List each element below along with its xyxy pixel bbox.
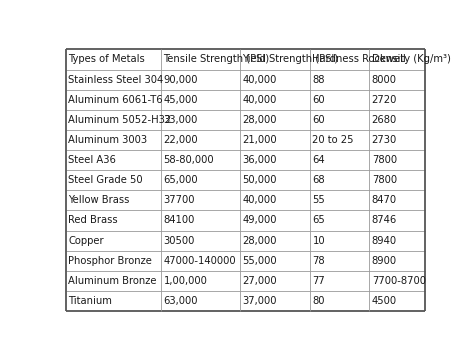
Text: 4500: 4500: [372, 296, 397, 306]
Text: 78: 78: [312, 256, 325, 266]
Text: Steel A36: Steel A36: [68, 155, 116, 165]
Text: 58-80,000: 58-80,000: [164, 155, 214, 165]
Text: 7800: 7800: [372, 175, 397, 185]
Text: 88: 88: [312, 75, 325, 84]
Text: 20 to 25: 20 to 25: [312, 135, 354, 145]
Text: 30500: 30500: [164, 236, 195, 246]
Text: 7800: 7800: [372, 155, 397, 165]
Text: 28,000: 28,000: [243, 236, 277, 246]
Text: 65,000: 65,000: [164, 175, 198, 185]
Text: 80: 80: [312, 296, 325, 306]
Text: 1,00,000: 1,00,000: [164, 276, 208, 286]
Text: Copper: Copper: [68, 236, 104, 246]
Text: 68: 68: [312, 175, 325, 185]
Text: Yellow Brass: Yellow Brass: [68, 195, 130, 205]
Text: Yield Strength (PSI): Yield Strength (PSI): [243, 55, 338, 65]
Text: 22,000: 22,000: [164, 135, 198, 145]
Text: 2680: 2680: [372, 115, 397, 125]
Text: Density (Kg/m³): Density (Kg/m³): [372, 55, 451, 65]
Text: Aluminum 6061-T6: Aluminum 6061-T6: [68, 95, 163, 105]
Text: 8900: 8900: [372, 256, 397, 266]
Text: 45,000: 45,000: [164, 95, 198, 105]
Text: Aluminum Bronze: Aluminum Bronze: [68, 276, 157, 286]
Text: 84100: 84100: [164, 215, 195, 225]
Text: 37,000: 37,000: [243, 296, 277, 306]
Text: 60: 60: [312, 115, 325, 125]
Text: 65: 65: [312, 215, 325, 225]
Text: 64: 64: [312, 155, 325, 165]
Text: Steel Grade 50: Steel Grade 50: [68, 175, 143, 185]
Text: 27,000: 27,000: [243, 276, 277, 286]
Text: Red Brass: Red Brass: [68, 215, 118, 225]
Text: Types of Metals: Types of Metals: [68, 55, 145, 65]
Text: Titanium: Titanium: [68, 296, 112, 306]
Text: Stainless Steel 304: Stainless Steel 304: [68, 75, 164, 84]
Text: 47000-140000: 47000-140000: [164, 256, 236, 266]
Text: 90,000: 90,000: [164, 75, 198, 84]
Text: 40,000: 40,000: [243, 95, 277, 105]
Text: 21,000: 21,000: [243, 135, 277, 145]
Text: 2730: 2730: [372, 135, 397, 145]
Text: 50,000: 50,000: [243, 175, 277, 185]
Text: 7700-8700: 7700-8700: [372, 276, 426, 286]
Text: Aluminum 3003: Aluminum 3003: [68, 135, 147, 145]
Text: 40,000: 40,000: [243, 75, 277, 84]
Text: 60: 60: [312, 95, 325, 105]
Text: 37700: 37700: [164, 195, 195, 205]
Text: 33,000: 33,000: [164, 115, 198, 125]
Text: 8470: 8470: [372, 195, 397, 205]
Text: 8746: 8746: [372, 215, 397, 225]
Text: Hardness Rockwell: Hardness Rockwell: [312, 55, 406, 65]
Text: 55,000: 55,000: [243, 256, 277, 266]
Text: 55: 55: [312, 195, 325, 205]
Text: 77: 77: [312, 276, 325, 286]
Text: 2720: 2720: [372, 95, 397, 105]
Text: Phosphor Bronze: Phosphor Bronze: [68, 256, 152, 266]
Text: 40,000: 40,000: [243, 195, 277, 205]
Text: Aluminum 5052-H32: Aluminum 5052-H32: [68, 115, 172, 125]
Text: 49,000: 49,000: [243, 215, 277, 225]
Text: Tensile Strength (PSI): Tensile Strength (PSI): [164, 55, 270, 65]
Text: 10: 10: [312, 236, 325, 246]
Text: 8940: 8940: [372, 236, 397, 246]
Text: 36,000: 36,000: [243, 155, 277, 165]
Text: 63,000: 63,000: [164, 296, 198, 306]
Text: 8000: 8000: [372, 75, 397, 84]
Text: 28,000: 28,000: [243, 115, 277, 125]
